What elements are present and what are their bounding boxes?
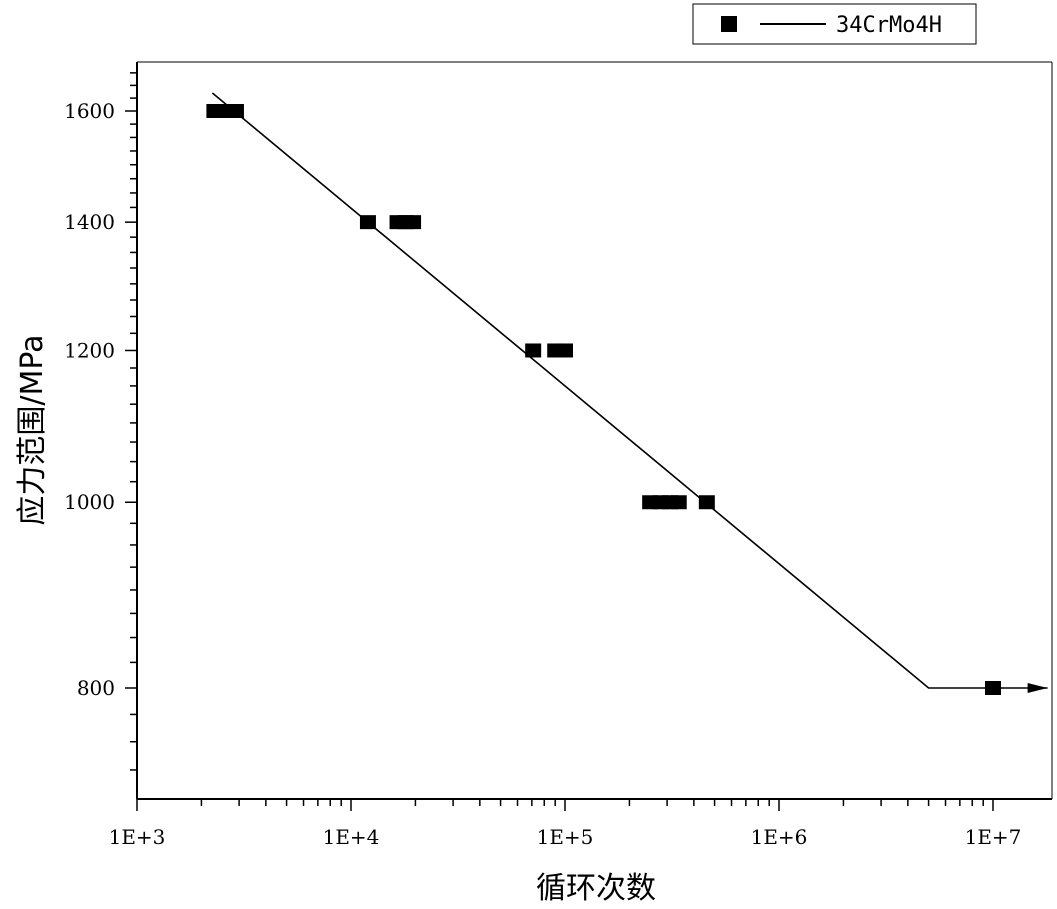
x-tick-label: 1E+6 [751,825,808,849]
y-axis-title: 应力范围/MPa [15,334,50,525]
x-tick-label: 1E+7 [965,825,1022,849]
y-tick-label: 1400 [64,210,115,234]
plot-area [136,61,1053,800]
legend-marker [721,16,737,32]
x-axis: 1E+3 1E+4 1E+5 1E+6 1E+7 [109,799,1022,849]
x-tick-label: 1E+3 [109,825,166,849]
x-axis-title: 循环次数 [536,871,656,906]
data-point [405,215,422,230]
fit-line [211,92,1048,693]
y-tick-label: 800 [77,676,115,700]
data-point [985,681,1001,695]
y-tick-label: 1000 [64,490,115,514]
x-tick-label: 1E+4 [323,825,380,849]
data-point [227,104,244,118]
series-layer [206,92,1048,695]
legend-box [692,3,977,45]
data-point [698,495,715,510]
data-point [525,343,542,358]
x-tick-label: 1E+5 [537,825,594,849]
legend-label: 34CrMo4H [836,13,942,38]
y-tick-label: 1200 [64,338,115,362]
legend: 34CrMo4H [692,3,977,45]
y-tick-label: 1600 [64,99,115,123]
data-point [670,495,687,510]
y-axis: 800 1000 1200 1400 1600 [64,72,137,771]
data-point [359,215,376,230]
data-point [557,343,573,358]
